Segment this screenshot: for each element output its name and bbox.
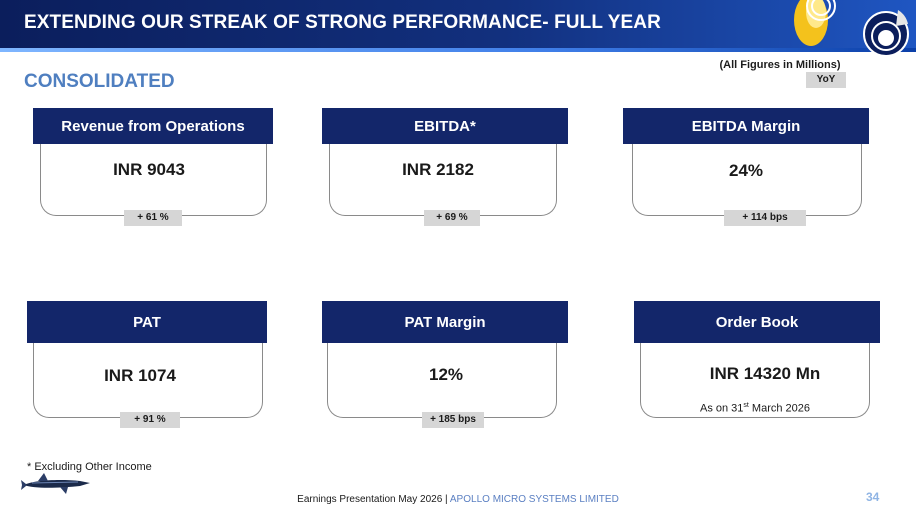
- footnote: * Excluding Other Income: [27, 461, 152, 473]
- card-change-ebitda-margin: + 114 bps: [724, 210, 806, 226]
- missile-icon: [21, 473, 90, 494]
- page-number: 34: [866, 490, 880, 504]
- header-bar: EXTENDING OUR STREAK OF STRONG PERFORMAN…: [0, 0, 916, 52]
- footer-presentation: Earnings Presentation May 2026: [297, 494, 443, 505]
- card-title-pat-margin: PAT Margin: [322, 301, 568, 343]
- card-title-order-book: Order Book: [634, 301, 880, 343]
- footer-separator: |: [445, 494, 448, 505]
- card-change-pat-margin: + 185 bps: [422, 412, 484, 428]
- card-change-pat: + 91 %: [120, 412, 180, 428]
- card-ebitda-margin: [632, 142, 862, 216]
- card-value-ebitda-margin: 24%: [728, 161, 764, 180]
- card-title-ebitda: EBITDA*: [322, 108, 568, 144]
- card-order-book: [640, 342, 870, 418]
- card-value-ebitda: INR 2182: [402, 160, 474, 179]
- card-title-ebitda-margin: EBITDA Margin: [623, 108, 869, 144]
- card-revenue: [40, 142, 267, 216]
- card-title-revenue: Revenue from Operations: [33, 108, 273, 144]
- card-change-ebitda: + 69 %: [424, 210, 480, 226]
- footer-text: Earnings Presentation May 2026 | APOLLO …: [0, 494, 916, 505]
- figures-note: (All Figures in Millions): [719, 59, 841, 71]
- card-value-pat: INR 1074: [104, 366, 176, 385]
- card-pat-margin: [327, 342, 557, 418]
- card-pat: [33, 342, 263, 418]
- card-value-pat-margin: 12%: [428, 365, 464, 384]
- card-title-pat: PAT: [27, 301, 267, 343]
- card-value-revenue: INR 9043: [113, 160, 185, 179]
- yoy-label: YoY: [806, 72, 846, 88]
- footer-company: APOLLO MICRO SYSTEMS LIMITED: [449, 494, 619, 505]
- slide-title: EXTENDING OUR STREAK OF STRONG PERFORMAN…: [24, 12, 661, 33]
- card-change-revenue: + 61 %: [124, 210, 182, 226]
- order-book-as-of: As on 31st March 2026: [699, 402, 811, 415]
- card-value-order-book: INR 14320 Mn: [709, 364, 821, 383]
- header-emblem-icon: [794, 0, 909, 56]
- section-label: CONSOLIDATED: [24, 71, 175, 92]
